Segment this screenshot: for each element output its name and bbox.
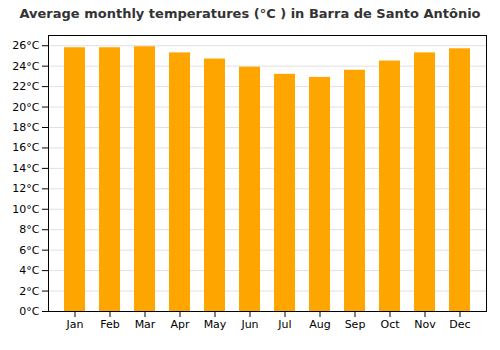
svg-text:Jul: Jul — [277, 318, 291, 331]
svg-text:6°C: 6°C — [19, 244, 39, 257]
svg-text:18°C: 18°C — [12, 121, 39, 134]
svg-text:8°C: 8°C — [19, 223, 39, 236]
svg-text:Sep: Sep — [345, 318, 366, 331]
svg-text:Dec: Dec — [449, 318, 470, 331]
svg-text:Apr: Apr — [170, 318, 190, 331]
svg-text:May: May — [204, 318, 227, 331]
svg-text:Feb: Feb — [100, 318, 119, 331]
svg-text:4°C: 4°C — [19, 264, 39, 277]
svg-text:Mar: Mar — [135, 318, 156, 331]
svg-text:Nov: Nov — [414, 318, 436, 331]
svg-text:16°C: 16°C — [12, 141, 39, 154]
svg-text:Jun: Jun — [240, 318, 258, 331]
svg-text:0°C: 0°C — [19, 305, 39, 318]
svg-text:26°C: 26°C — [12, 39, 39, 52]
svg-text:20°C: 20°C — [12, 101, 39, 114]
svg-text:12°C: 12°C — [12, 182, 39, 195]
svg-text:14°C: 14°C — [12, 162, 39, 175]
svg-text:10°C: 10°C — [12, 203, 39, 216]
svg-text:Oct: Oct — [380, 318, 400, 331]
svg-text:22°C: 22°C — [12, 80, 39, 93]
svg-text:24°C: 24°C — [12, 60, 39, 73]
svg-text:Jan: Jan — [66, 318, 84, 331]
svg-text:2°C: 2°C — [19, 285, 39, 298]
html-text:Average monthly temperatures (: Average monthly temperatures (°C ) in Ba… — [19, 6, 481, 21]
svg-text:Aug: Aug — [309, 318, 330, 331]
